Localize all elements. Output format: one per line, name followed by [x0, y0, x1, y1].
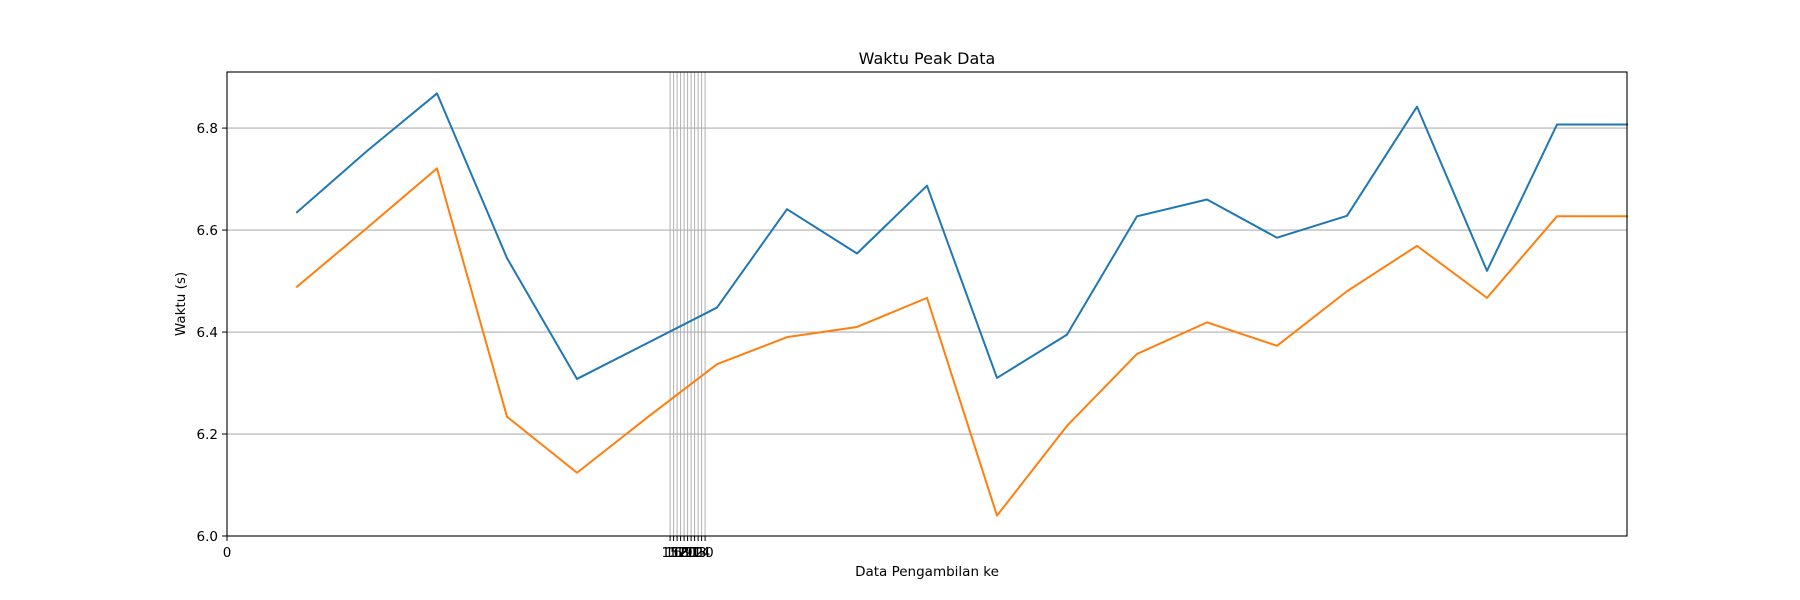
y-tick-label: 6.2: [197, 427, 218, 443]
x-tick-label: 12: [686, 545, 703, 561]
x-tick-label: 13: [690, 545, 707, 561]
chart-title: Waktu Peak Data: [859, 49, 996, 68]
x-tick-label: 0: [223, 545, 232, 561]
plot-area-background: [227, 72, 1627, 536]
x-tick-label: 10: [697, 545, 714, 561]
x-tick-label: 15: [662, 545, 679, 561]
x-tick-label: 14: [693, 545, 710, 561]
series-line-2: [295, 167, 1628, 517]
y-axis-ticks: 6.0 6.2 6.4 6.6 6.8: [197, 121, 227, 545]
x-tick-label: 19: [676, 545, 693, 561]
y-gridlines: [227, 127, 1627, 435]
x-tick-label: 16: [665, 545, 682, 561]
y-tick-label: 6.8: [197, 121, 218, 137]
y-tick-label: 6.0: [197, 529, 218, 545]
x-tick-label: 17: [669, 545, 686, 561]
x-axis-label: Data Pengambilan ke: [855, 564, 999, 580]
y-tick-label: 6.6: [197, 223, 218, 239]
x-tick-label: 18: [672, 545, 689, 561]
x-tick-label: 11: [683, 545, 700, 561]
x-tick-gridlines: [669, 72, 706, 536]
y-tick-label: 6.4: [197, 325, 218, 341]
y-axis-label: Waktu (s): [173, 272, 189, 336]
x-tick-label: 20: [679, 545, 696, 561]
plot-frame: [226, 71, 1628, 537]
series-line-1: [295, 92, 1628, 380]
series-layer: [295, 92, 1628, 517]
